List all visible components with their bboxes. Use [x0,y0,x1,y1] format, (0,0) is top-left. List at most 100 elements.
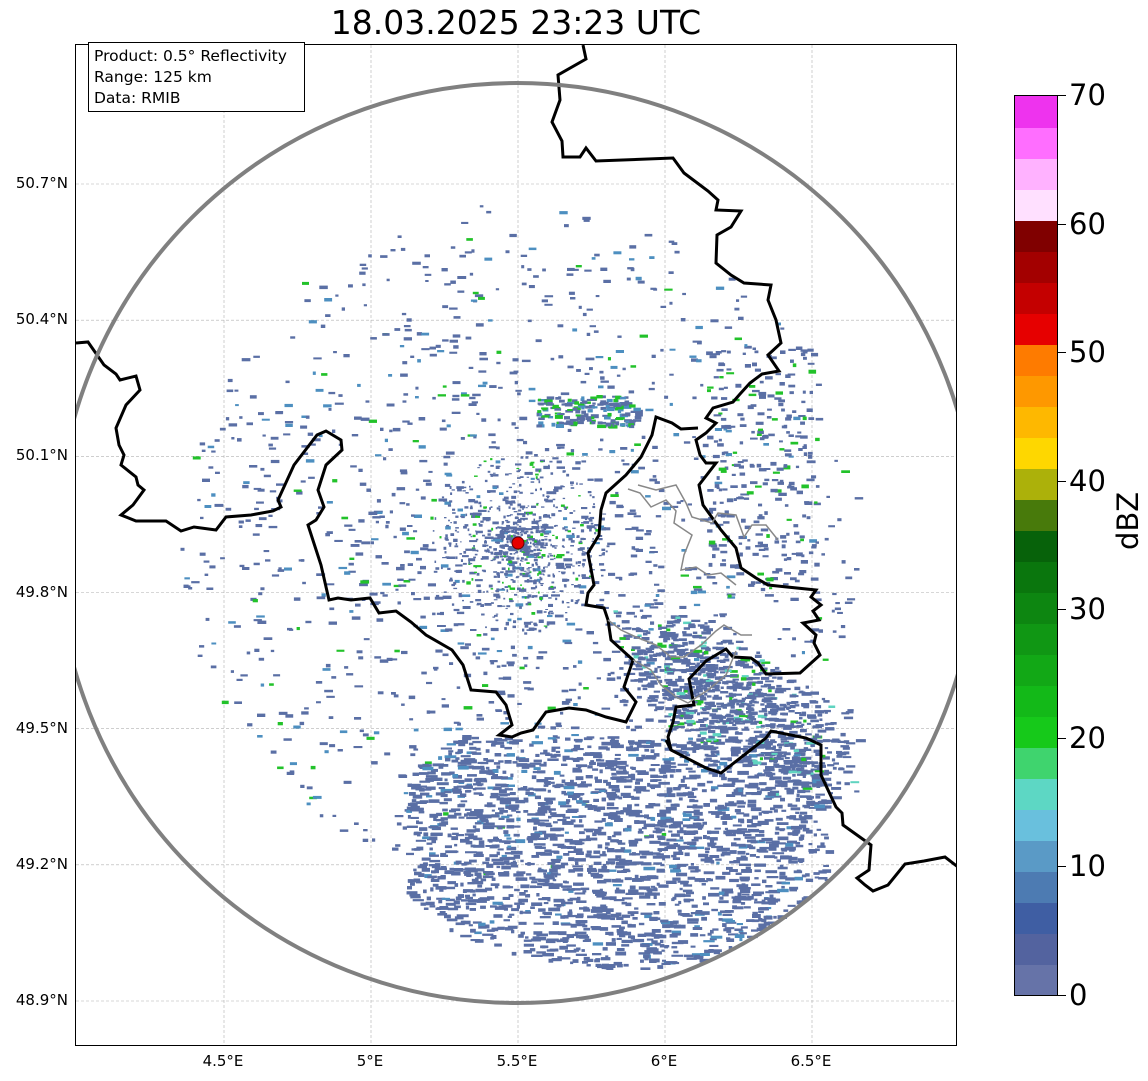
echo-cell [400,247,406,251]
echo-cell [566,534,575,538]
echo-cell [568,890,574,893]
echo-cell [609,739,619,744]
echo-cell [337,749,343,752]
echo-cell [427,771,436,775]
echo-cell [673,839,684,842]
echo-cell [432,763,444,767]
echo-cell [784,743,789,747]
echo-cell [538,469,541,473]
echo-cell [518,763,531,766]
echo-cell [412,772,419,776]
echo-cell [700,670,706,674]
echo-cell [460,559,463,562]
echo-cell [671,728,677,731]
echo-cell [458,569,462,572]
echo-cell [810,691,819,695]
echo-cell [239,564,245,568]
echo-cell [520,541,529,544]
echo-cell [783,752,791,756]
echo-cell [376,499,381,503]
echo-cell [419,625,428,629]
echo-cell [481,569,486,572]
echo-cell [581,563,585,566]
echo-cell [410,805,420,808]
echo-cell [719,896,724,900]
echo-cell [684,648,689,651]
echo-cell [446,424,451,428]
echo-cell [798,448,803,451]
echo-cell [379,515,385,518]
echo-cell [564,585,567,588]
echo-cell [572,748,584,751]
echo-cell [520,527,526,530]
echo-cell [640,959,644,963]
echo-cell [725,453,732,457]
echo-cell [828,525,835,528]
echo-cell [397,578,404,581]
echo-cell [824,537,829,541]
echo-cell [511,809,517,812]
echo-cell [442,595,452,599]
echo-cell [561,600,564,604]
echo-cell [456,571,461,573]
echo-cell [569,909,573,913]
echo-cell [658,902,666,906]
echo-cell [511,495,517,499]
echo-cell [677,722,685,726]
echo-cell [726,680,736,684]
echo-cell [729,850,737,854]
echo-cell [578,815,587,818]
echo-cell [245,519,251,522]
echo-cell [519,483,522,487]
echo-cell [605,955,609,959]
echo-cell [460,882,464,887]
echo-cell [741,794,747,797]
echo-cell [234,389,239,392]
echo-cell [489,385,497,388]
echo-cell [515,603,524,607]
echo-cell [419,827,428,831]
echo-cell [569,512,573,514]
echo-cell [479,504,482,508]
echo-cell [472,788,477,791]
echo-cell [526,581,530,583]
echo-cell [529,462,534,466]
echo-cell [527,268,532,271]
echo-cell [477,467,480,469]
echo-cell [530,511,533,514]
echo-cell [573,744,581,748]
echo-cell [324,689,333,693]
echo-cell [457,722,461,726]
echo-cell [694,912,705,916]
echo-cell [572,796,577,801]
echo-cell [707,669,717,672]
echo-cell [787,373,796,376]
echo-cell [455,757,460,760]
echo-cell [711,949,722,953]
echo-cell [815,795,821,799]
echo-cell [575,764,588,768]
echo-cell [442,339,449,342]
echo-cell [628,774,636,779]
echo-cell [674,250,680,254]
echo-cell [548,553,552,555]
echo-cell [457,894,464,898]
echo-cell [609,500,616,505]
echo-cell [713,739,719,743]
echo-cell [293,489,302,492]
echo-cell [545,609,548,610]
echo-cell [578,574,581,577]
echo-cell [407,422,413,425]
echo-cell [744,726,749,730]
echo-cell [550,726,556,730]
echo-cell [289,762,297,766]
echo-cell [357,383,361,387]
echo-cell [246,422,253,426]
echo-cell [731,473,736,476]
echo-cell [344,666,349,669]
echo-cell [524,528,533,531]
echo-cell [686,741,697,745]
echo-cell [467,774,477,777]
echo-cell [517,503,522,507]
echo-cell [268,525,278,529]
